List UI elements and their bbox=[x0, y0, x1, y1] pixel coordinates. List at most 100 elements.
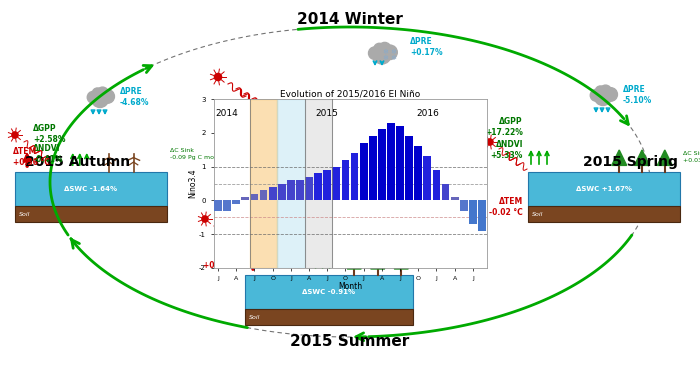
Bar bbox=[360, 143, 368, 200]
Bar bbox=[15, 206, 167, 222]
Circle shape bbox=[595, 86, 606, 96]
Bar bbox=[245, 275, 413, 309]
Text: ΔPRE
-4.68%: ΔPRE -4.68% bbox=[120, 87, 150, 107]
Text: ΔSWC -0.91%: ΔSWC -0.91% bbox=[302, 289, 356, 295]
Circle shape bbox=[12, 132, 18, 138]
Text: ΔSWC +0.82%: ΔSWC +0.82% bbox=[322, 217, 378, 224]
Bar bbox=[277, 99, 304, 268]
Bar bbox=[223, 200, 231, 211]
Bar bbox=[251, 194, 258, 200]
Bar bbox=[405, 136, 413, 200]
Text: 2015: 2015 bbox=[316, 109, 339, 118]
Circle shape bbox=[383, 45, 398, 59]
Circle shape bbox=[379, 43, 391, 55]
Circle shape bbox=[600, 85, 612, 97]
Text: ΔGPP
+17.22%: ΔGPP +17.22% bbox=[485, 117, 523, 137]
Title: Evolution of 2015/2016 El Niño: Evolution of 2015/2016 El Niño bbox=[280, 89, 420, 98]
Polygon shape bbox=[371, 255, 385, 269]
Text: ❄ ❄
❄ ❄: ❄ ❄ ❄ ❄ bbox=[383, 48, 397, 62]
Bar bbox=[296, 180, 304, 200]
Text: Soil: Soil bbox=[532, 212, 543, 217]
Circle shape bbox=[341, 193, 354, 206]
Bar bbox=[304, 99, 332, 268]
Bar bbox=[260, 190, 267, 200]
Bar bbox=[232, 200, 240, 204]
Text: ΔTEM
+0.07 °C: ΔTEM +0.07 °C bbox=[203, 250, 240, 270]
Bar bbox=[369, 136, 377, 200]
Circle shape bbox=[214, 73, 222, 81]
Text: ΔPRE
+0.17%: ΔPRE +0.17% bbox=[410, 37, 442, 57]
Circle shape bbox=[88, 91, 99, 103]
Circle shape bbox=[202, 216, 208, 222]
Bar bbox=[414, 146, 422, 200]
Bar bbox=[323, 170, 331, 200]
Bar bbox=[387, 123, 395, 200]
Circle shape bbox=[487, 139, 493, 145]
Text: 2014 Winter: 2014 Winter bbox=[297, 12, 403, 27]
Bar bbox=[378, 130, 386, 200]
Text: ΔNDVI
-0.41%: ΔNDVI -0.41% bbox=[33, 144, 62, 164]
Bar bbox=[451, 197, 458, 200]
Bar bbox=[433, 170, 440, 200]
Text: 2016: 2016 bbox=[416, 109, 439, 118]
Bar bbox=[469, 200, 477, 224]
Text: ΔC Sink
+0.03Pg C month⁻¹: ΔC Sink +0.03Pg C month⁻¹ bbox=[683, 151, 700, 163]
Text: Soil: Soil bbox=[259, 242, 270, 247]
Text: ΔPRE
-5.10%: ΔPRE -5.10% bbox=[623, 85, 652, 105]
Circle shape bbox=[374, 43, 385, 54]
Bar bbox=[214, 200, 222, 211]
Bar bbox=[396, 126, 404, 200]
Circle shape bbox=[368, 47, 381, 59]
Text: ΔTEM
+0.36 °C: ΔTEM +0.36 °C bbox=[13, 147, 50, 167]
Circle shape bbox=[101, 90, 115, 103]
Circle shape bbox=[92, 91, 108, 108]
Text: ΔSWC +1.67%: ΔSWC +1.67% bbox=[576, 186, 632, 192]
Circle shape bbox=[332, 193, 349, 211]
Text: ΔPRE
-4.75%: ΔPRE -4.75% bbox=[370, 189, 400, 209]
Bar bbox=[269, 187, 276, 200]
Text: Soil: Soil bbox=[19, 212, 30, 217]
Polygon shape bbox=[612, 150, 626, 166]
Bar bbox=[241, 197, 249, 200]
Bar bbox=[342, 160, 349, 200]
Text: ΔC Sink
-0.09 Pg C month⁻¹: ΔC Sink -0.09 Pg C month⁻¹ bbox=[170, 148, 230, 160]
Text: ΔGPP
+2.58%: ΔGPP +2.58% bbox=[33, 124, 66, 144]
Circle shape bbox=[590, 89, 602, 101]
Bar bbox=[245, 309, 413, 325]
X-axis label: Month: Month bbox=[338, 282, 362, 291]
Circle shape bbox=[97, 87, 108, 99]
Bar bbox=[478, 200, 486, 231]
Circle shape bbox=[604, 88, 617, 101]
Y-axis label: Nino3.4: Nino3.4 bbox=[188, 169, 197, 198]
Text: ΔC Sink
+0.01 Pg C month⁻¹: ΔC Sink +0.01 Pg C month⁻¹ bbox=[359, 244, 422, 256]
Bar bbox=[314, 173, 322, 200]
Polygon shape bbox=[394, 255, 408, 269]
Text: ΔTEM
-0.02 °C: ΔTEM -0.02 °C bbox=[489, 197, 523, 217]
Bar bbox=[351, 153, 358, 200]
Text: ΔGPP
+9.60%: ΔGPP +9.60% bbox=[270, 227, 302, 247]
Circle shape bbox=[594, 88, 612, 105]
Circle shape bbox=[92, 88, 102, 98]
Text: 2015 Spring: 2015 Spring bbox=[582, 155, 678, 169]
Circle shape bbox=[337, 190, 349, 202]
Circle shape bbox=[332, 191, 342, 201]
Bar bbox=[305, 177, 313, 200]
Bar bbox=[255, 237, 445, 252]
Text: Snow Cover: Snow Cover bbox=[298, 191, 344, 197]
Bar bbox=[250, 99, 277, 268]
Text: 2014: 2014 bbox=[216, 109, 239, 118]
Text: Soil: Soil bbox=[249, 315, 260, 320]
Circle shape bbox=[373, 46, 391, 64]
Polygon shape bbox=[634, 150, 650, 166]
Bar bbox=[287, 180, 295, 200]
Text: ΔSWC -1.64%: ΔSWC -1.64% bbox=[64, 186, 118, 192]
Text: ΔNDVI
+2.27%: ΔNDVI +2.27% bbox=[270, 247, 303, 267]
Bar bbox=[255, 204, 445, 237]
Bar bbox=[278, 184, 286, 200]
Polygon shape bbox=[347, 255, 361, 269]
Bar bbox=[442, 184, 449, 200]
Text: ΔNDVI
+5.33%: ΔNDVI +5.33% bbox=[491, 140, 523, 160]
Text: 2015 Autumn: 2015 Autumn bbox=[25, 155, 131, 169]
Bar bbox=[424, 156, 431, 200]
Bar bbox=[528, 206, 680, 222]
